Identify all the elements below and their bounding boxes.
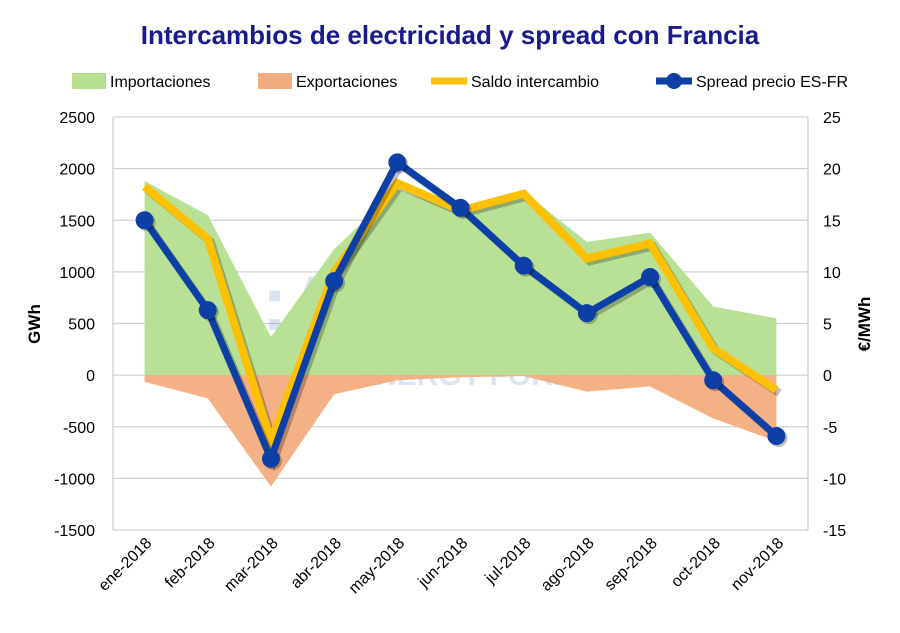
y-right-tick-label: 5 [823, 317, 832, 334]
legend-swatch [258, 73, 292, 89]
y-left-tick-label: -1500 [54, 523, 95, 540]
x-tick-label: jun-2018 [415, 535, 472, 592]
x-tick-label: feb-2018 [162, 535, 219, 592]
x-tick-label: oct-2018 [668, 535, 724, 591]
y-left-tick-label: 1500 [59, 213, 95, 230]
data-point [451, 198, 470, 217]
y-right-tick-label: 25 [823, 110, 841, 127]
y-right-tick-label: 20 [823, 162, 841, 179]
y-right-tick-label: 10 [823, 265, 841, 282]
legend-label: Spread precio ES-FR [696, 74, 848, 91]
data-point [704, 371, 723, 390]
y-left-tick-label: 1000 [59, 265, 95, 282]
x-tick-label: mar-2018 [221, 535, 282, 596]
legend-label: Saldo intercambio [471, 74, 599, 91]
legend-label: Importaciones [110, 74, 211, 91]
legend-marker [666, 73, 682, 89]
chart-title: Intercambios de electricidad y spread co… [141, 20, 760, 50]
x-tick-label: sep-2018 [602, 535, 661, 594]
y-left-tick-label: 2500 [59, 110, 95, 127]
data-point [261, 449, 280, 468]
data-point [135, 211, 154, 230]
y-right-tick-label: 0 [823, 368, 832, 385]
legend-label: Exportaciones [296, 74, 397, 91]
data-point [388, 153, 407, 172]
y-right-tick-label: -10 [823, 471, 846, 488]
y-left-tick-label: 0 [86, 368, 95, 385]
y-left-tick-label: 500 [68, 317, 95, 334]
y-right-tick-label: -5 [823, 420, 837, 437]
area-exportaciones [144, 375, 777, 487]
x-tick-label: abr-2018 [288, 535, 345, 592]
y-right-tick-label: -15 [823, 523, 846, 540]
y-left-tick-label: -1000 [54, 471, 95, 488]
y-axis-right-title: €/MWh [855, 297, 874, 352]
data-point [514, 256, 533, 275]
data-point [325, 272, 344, 291]
y-left-tick-label: 2000 [59, 162, 95, 179]
y-left-tick-label: -500 [63, 420, 95, 437]
data-point [198, 301, 217, 320]
y-right-tick-label: 15 [823, 213, 841, 230]
data-point [641, 268, 660, 287]
legend: Importaciones Exportaciones Saldo intercam… [72, 73, 848, 91]
y-axis-left-title: GWh [25, 304, 44, 344]
data-point [577, 304, 596, 323]
data-point [767, 427, 786, 446]
x-tick-label: ene-2018 [96, 535, 156, 595]
x-tick-label: ago-2018 [538, 535, 598, 595]
x-tick-label: jul-2018 [482, 535, 535, 588]
x-tick-label: may-2018 [346, 535, 408, 597]
x-tick-label: nov-2018 [728, 535, 787, 594]
area-importaciones [144, 181, 777, 376]
legend-swatch [72, 73, 106, 89]
